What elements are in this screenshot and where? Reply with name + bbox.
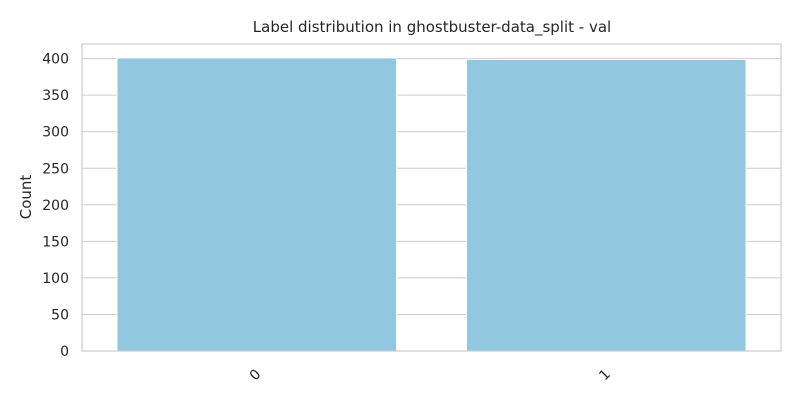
y-tick-label: 50 [51, 307, 69, 323]
chart-title: Label distribution in ghostbuster-data_s… [253, 18, 611, 37]
x-tick-label: 0 [247, 366, 265, 384]
bars [116, 57, 747, 352]
bar-1 [465, 58, 747, 352]
x-tick-label: 1 [596, 366, 614, 384]
y-tick-label: 200 [42, 198, 69, 214]
bar-0 [116, 57, 398, 352]
y-tick-label: 0 [60, 344, 69, 360]
y-tick-label: 150 [42, 234, 69, 250]
y-tick-label: 250 [42, 161, 69, 177]
plot-frame [81, 43, 782, 352]
y-tick-label: 100 [42, 271, 69, 287]
y-tick-labels: 0 50 100 150 200 250 300 350 400 [42, 52, 69, 360]
y-tick-label: 400 [42, 52, 69, 68]
y-tick-label: 350 [42, 88, 69, 104]
y-tick-label: 300 [42, 125, 69, 141]
axes-frame [81, 43, 782, 352]
y-axis-label: Count [17, 175, 35, 220]
